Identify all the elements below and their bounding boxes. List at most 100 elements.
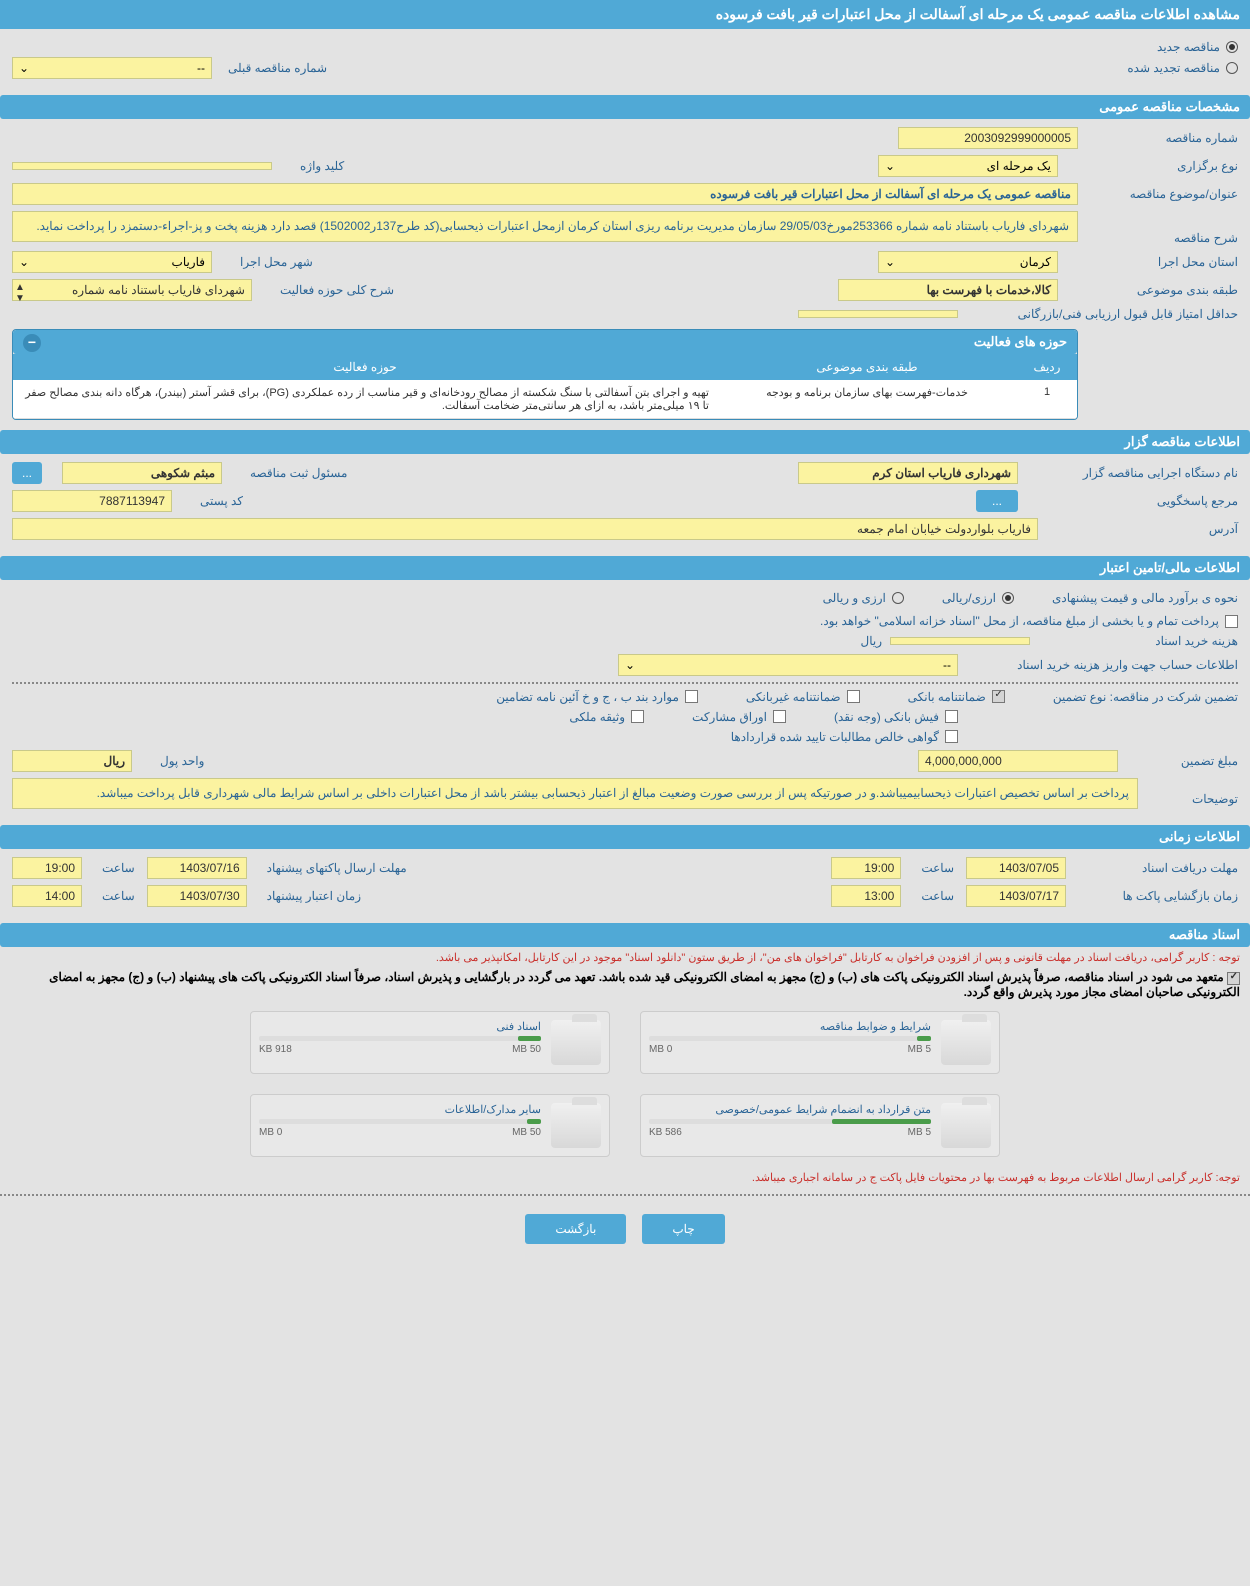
section-documents: اسناد مناقصه xyxy=(0,923,1250,947)
radio-renewed-tender[interactable]: مناقصه تجدید شده xyxy=(1119,58,1238,78)
city-select[interactable]: فاریاب⌄ xyxy=(12,251,212,273)
account-select[interactable]: --⌄ xyxy=(618,654,958,676)
amount-label: مبلغ تضمین xyxy=(1138,754,1238,768)
doc-warning1: توجه : کاربر گرامی، دریافت اسناد در مهلت… xyxy=(0,947,1250,968)
section-financial: اطلاعات مالی/تامین اعتبار xyxy=(0,556,1250,580)
commit-checkbox[interactable] xyxy=(1227,972,1240,985)
registrar-label: مسئول ثبت مناقصه xyxy=(242,466,347,480)
amount-unit-label: واحد پول xyxy=(152,754,204,768)
min-score-value[interactable] xyxy=(798,310,958,318)
open-time: 13:00 xyxy=(831,885,901,907)
validity-label: زمان اعتبار پیشنهاد xyxy=(259,889,361,903)
radio-label-renewed: مناقصه تجدید شده xyxy=(1119,61,1220,75)
radio-label-new: مناقصه جدید xyxy=(1149,40,1220,54)
responder-label: مرجع پاسخگویی xyxy=(1038,494,1238,508)
estimate-label: نحوه ی برآورد مالی و قیمت پیشنهادی xyxy=(1044,591,1238,605)
note-label: توضیحات xyxy=(1138,778,1238,806)
cell-n: 1 xyxy=(1017,380,1077,418)
validity-time: 14:00 xyxy=(12,885,82,907)
folder-icon xyxy=(941,1103,991,1148)
file-tile-contract[interactable]: متن قرارداد به انضمام شرایط عمومی/خصوصی … xyxy=(640,1094,1000,1157)
category-value: کالا،خدمات با فهرست بها xyxy=(838,279,1058,301)
receive-time: 19:00 xyxy=(831,857,901,879)
back-button[interactable]: بازگشت xyxy=(525,1214,626,1244)
file-title: سایر مدارک/اطلاعات xyxy=(259,1103,541,1116)
folder-icon xyxy=(941,1020,991,1065)
min-score-label: حداقل امتیاز قابل قبول ارزیابی فنی/بازرگ… xyxy=(958,307,1238,321)
province-select[interactable]: کرمان⌄ xyxy=(878,251,1058,273)
org-value: شهرداری فاریاب استان کرم xyxy=(798,462,1018,484)
address-value: فاریاب بلواردولت خیابان امام جمعه xyxy=(12,518,1038,540)
file-tile-technical[interactable]: اسناد فنی 50 MB918 KB xyxy=(250,1011,610,1074)
city-label: شهر محل اجرا xyxy=(232,255,313,269)
postal-value: 7887113947 xyxy=(12,490,172,512)
type-label: نوع برگزاری xyxy=(1078,159,1238,173)
open-date: 1403/07/17 xyxy=(966,885,1066,907)
g1-check[interactable] xyxy=(992,690,1005,703)
file-tile-conditions[interactable]: شرایط و ضوابط مناقصه 5 MB0 MB xyxy=(640,1011,1000,1074)
receive-label: مهلت دریافت اسناد xyxy=(1078,861,1238,875)
activity-desc-label: شرح کلی حوزه فعالیت xyxy=(272,283,394,297)
col-activity: حوزه فعالیت xyxy=(13,354,717,380)
g6-check[interactable] xyxy=(631,710,644,723)
validity-date: 1403/07/30 xyxy=(147,885,247,907)
radio-currency-rial[interactable]: ارزی/ریالی xyxy=(934,588,1014,608)
section-general: مشخصات مناقصه عمومی xyxy=(0,95,1250,119)
activity-desc-value: شهردای فاریاب باستناد نامه شماره ▲▼ xyxy=(12,279,252,301)
send-time: 19:00 xyxy=(12,857,82,879)
section-timing: اطلاعات زمانی xyxy=(0,825,1250,849)
radio-new-tender[interactable]: مناقصه جدید xyxy=(12,37,1238,57)
radio-currency-both[interactable]: ارزی و ریالی xyxy=(815,588,904,608)
time-word1: ساعت xyxy=(913,861,954,875)
title-value: مناقصه عمومی یک مرحله ای آسفالت از محل ا… xyxy=(12,183,1078,205)
folder-icon xyxy=(551,1020,601,1065)
g5-check[interactable] xyxy=(773,710,786,723)
title-label: عنوان/موضوع مناقصه xyxy=(1078,187,1238,201)
postal-label: کد پستی xyxy=(192,494,243,508)
keyword-field[interactable] xyxy=(12,162,272,170)
g2-check[interactable] xyxy=(847,690,860,703)
divider2 xyxy=(0,1194,1250,1196)
open-label: زمان بازگشایی پاکت ها xyxy=(1078,889,1238,903)
g7-check[interactable] xyxy=(945,730,958,743)
radio-dot-rial xyxy=(1002,592,1014,604)
tender-number-value: 2003092999000005 xyxy=(898,127,1078,149)
file-title: اسناد فنی xyxy=(259,1020,541,1033)
time-word4: ساعت xyxy=(94,889,135,903)
doc-fee-unit: ریال xyxy=(852,634,882,648)
amount-unit: ریال xyxy=(12,750,132,772)
registrar-value: مبثم شکوهی xyxy=(62,462,222,484)
print-button[interactable]: چاپ xyxy=(642,1214,724,1244)
cell-act: تهیه و اجرای بتن آسفالتی با سنگ شکسته از… xyxy=(13,380,717,418)
folder-icon xyxy=(551,1103,601,1148)
file-title: شرایط و ضوابط مناقصه xyxy=(649,1020,931,1033)
activities-header: حوزه های فعالیت − xyxy=(13,330,1077,354)
address-label: آدرس xyxy=(1038,522,1238,536)
org-label: نام دستگاه اجرایی مناقصه گزار xyxy=(1038,466,1238,480)
file-tile-other[interactable]: سایر مدارک/اطلاعات 50 MB0 MB xyxy=(250,1094,610,1157)
doc-fee-label: هزینه خرید اسناد xyxy=(1038,634,1238,648)
guarantee-label: تضمین شرکت در مناقصه: نوع تضمین xyxy=(1045,690,1238,704)
type-select[interactable]: یک مرحله ای⌄ xyxy=(878,155,1058,177)
divider xyxy=(12,682,1238,684)
responder-btn[interactable]: ... xyxy=(976,490,1018,512)
time-word3: ساعت xyxy=(913,889,954,903)
bottom-warning: توجه: کاربر گرامی ارسال اطلاعات مربوط به… xyxy=(0,1167,1250,1188)
g4-check[interactable] xyxy=(945,710,958,723)
g3-check[interactable] xyxy=(685,690,698,703)
radio-dot-both xyxy=(892,592,904,604)
doc-fee-value[interactable] xyxy=(890,637,1030,645)
col-category: طبقه بندی موضوعی xyxy=(717,354,1017,380)
amount-value: 4,000,000,000 xyxy=(918,750,1118,772)
table-row: 1 خدمات-فهرست بهای سازمان برنامه و بودجه… xyxy=(13,380,1077,419)
prev-number-select[interactable]: --⌄ xyxy=(12,57,212,79)
registrar-more-btn[interactable]: ... xyxy=(12,462,42,484)
province-label: استان محل اجرا xyxy=(1078,255,1238,269)
keyword-label: کلید واژه xyxy=(292,159,344,173)
cell-cat: خدمات-فهرست بهای سازمان برنامه و بودجه xyxy=(717,380,1017,418)
activities-table-header: ردیف طبقه بندی موضوعی حوزه فعالیت xyxy=(13,354,1077,380)
collapse-icon[interactable]: − xyxy=(23,334,41,352)
account-label: اطلاعات حساب جهت واریز هزینه خرید اسناد xyxy=(958,658,1238,672)
radio-dot-renewed xyxy=(1226,62,1238,74)
treasury-checkbox[interactable] xyxy=(1225,615,1238,628)
